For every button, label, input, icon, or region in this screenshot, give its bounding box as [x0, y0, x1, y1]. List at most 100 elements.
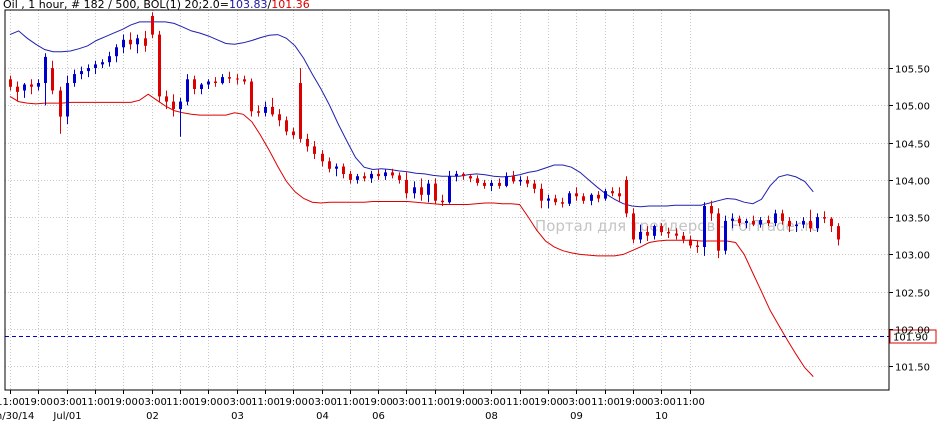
candle-body [271, 106, 274, 115]
candle-body [342, 166, 345, 174]
candle-body [809, 220, 812, 229]
upper-band-line [9, 21, 814, 208]
candle-body [731, 218, 734, 221]
x-tick-date: 10 [655, 411, 668, 422]
candle-body [236, 78, 239, 80]
current-price-label: 101.90 [893, 333, 928, 344]
x-tick-time: 19:00 [449, 397, 478, 408]
candle-body [363, 176, 366, 179]
x-tick-time: 03:00 [562, 397, 591, 408]
candle-body [632, 213, 635, 240]
candle-body [703, 206, 706, 247]
x-tick-time: 11:00 [506, 397, 535, 408]
candle-body [66, 83, 69, 117]
candle-body [788, 220, 791, 227]
candle-body [455, 173, 458, 177]
candle-body [696, 245, 699, 247]
header-lower-value: 101.36 [271, 0, 310, 11]
candle-body [151, 16, 154, 35]
x-tick-date: Jul/01 [52, 411, 81, 422]
y-tick-label: 102.50 [895, 289, 930, 300]
y-tick-label: 105.00 [895, 102, 930, 113]
x-tick-time: 03:00 [308, 397, 337, 408]
candle-body [306, 138, 309, 147]
candle-body [639, 232, 642, 240]
candle-body [483, 182, 486, 186]
candle-body [9, 79, 12, 87]
x-tick-date: 02 [146, 411, 159, 422]
candle-body [540, 188, 543, 201]
candle-body [221, 77, 224, 84]
candle-body [682, 235, 685, 240]
candle-body [278, 114, 281, 121]
candle-body [115, 47, 118, 57]
candle-body [462, 173, 465, 177]
candle-body [823, 217, 826, 219]
candle-body [328, 161, 331, 169]
candle-body [434, 183, 437, 201]
candle-body [830, 218, 833, 227]
x-tick-time: 19:00 [534, 397, 563, 408]
candle-body [554, 198, 557, 203]
candle-body [413, 187, 416, 194]
candle-body [476, 178, 479, 183]
candle-body [122, 39, 125, 48]
candle-body [321, 153, 324, 162]
candle-body [646, 232, 649, 236]
candle-body [108, 56, 111, 63]
candle-body [80, 71, 83, 75]
x-tick-time: 03:00 [647, 397, 676, 408]
candle-body [618, 193, 621, 197]
x-tick-time: 19:00 [619, 397, 648, 408]
candle-body [533, 183, 536, 189]
x-tick-time: 03:00 [392, 397, 421, 408]
candle-body [519, 179, 522, 182]
candle-body [23, 84, 26, 91]
candle-body [243, 79, 246, 82]
x-tick-time: 03:00 [223, 397, 252, 408]
y-tick-label: 103.50 [895, 214, 930, 225]
x-tick-date: 06 [372, 411, 385, 422]
candle-body [448, 176, 451, 203]
x-tick-time: 11:00 [251, 397, 280, 408]
candle-body [469, 176, 472, 179]
candle-body [795, 224, 798, 227]
candle-body [427, 183, 430, 195]
y-tick-label: 103.00 [895, 251, 930, 262]
candle-body [136, 38, 139, 45]
candle-body [667, 232, 670, 234]
candle-body [738, 218, 741, 224]
x-tick-time: 11:00 [591, 397, 620, 408]
candle-body [837, 226, 840, 240]
candle-body [158, 34, 161, 97]
y-tick-label: 104.50 [895, 140, 930, 151]
candle-body [816, 217, 819, 229]
candle-body [101, 62, 104, 65]
candle-body [597, 194, 600, 199]
x-tick-time: 11:00 [0, 397, 25, 408]
candle-body [292, 131, 295, 136]
candle-body [660, 226, 663, 233]
candle-body [200, 84, 203, 89]
candle-body [356, 176, 359, 180]
x-tick-date: 03 [231, 411, 244, 422]
candle-body [51, 68, 54, 91]
y-tick-label: 105.50 [895, 65, 930, 76]
candle-body [59, 90, 62, 117]
candle-body [590, 194, 593, 201]
x-tick-date: 09 [570, 411, 583, 422]
candle-body [675, 233, 678, 236]
candle-body [582, 196, 585, 201]
x-tick-time: 03:00 [53, 397, 82, 408]
candle-body [73, 74, 76, 83]
candle-body [774, 213, 777, 224]
candle-body [498, 182, 501, 186]
candle-body [759, 220, 762, 225]
candle-body [172, 101, 175, 110]
candle-body [724, 220, 727, 251]
candle-body [752, 220, 755, 225]
y-tick-label: 102.00 [895, 326, 930, 337]
candle-body [37, 83, 40, 87]
candle-body [186, 79, 189, 102]
candle-body [526, 179, 529, 184]
